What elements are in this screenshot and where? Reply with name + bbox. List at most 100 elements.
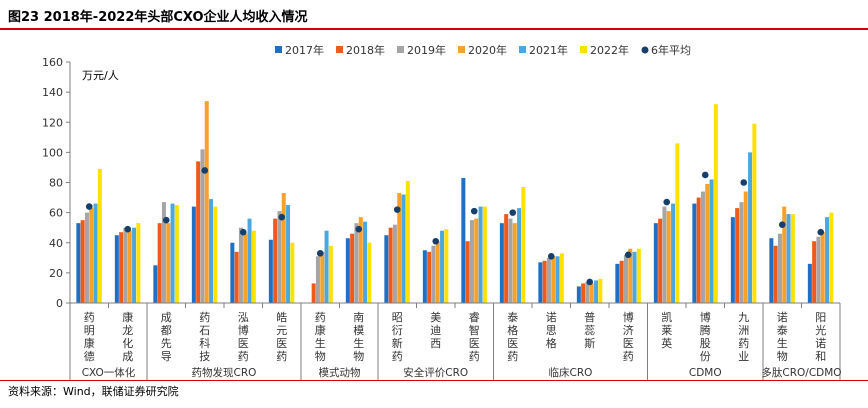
bar — [405, 180, 410, 303]
bar — [538, 262, 543, 303]
bar — [790, 214, 795, 303]
bar — [735, 208, 740, 303]
bar — [273, 218, 278, 303]
bar — [551, 256, 556, 303]
bar — [812, 241, 817, 303]
bar — [782, 206, 787, 303]
bar — [281, 193, 286, 303]
y-tick-label: 100 — [42, 146, 63, 159]
bar — [499, 223, 504, 303]
bar — [422, 250, 427, 303]
bar — [324, 230, 329, 303]
bar — [508, 218, 513, 303]
bar — [829, 212, 834, 303]
legend-label-1: 2018年 — [346, 43, 385, 57]
source-divider — [0, 380, 868, 381]
bar — [696, 197, 701, 303]
legend-label-2: 2019年 — [407, 43, 446, 57]
bar-chart: 2017年 2018年 2019年 2020年 2021年 2022年 6年平均 万元/人 … — [42, 43, 842, 380]
x-group-label: CXO一体化 — [82, 366, 136, 379]
average-dot — [778, 221, 786, 228]
average-dot — [701, 171, 709, 179]
x-category-label: 博腾股份 — [700, 311, 711, 363]
bar — [157, 223, 162, 303]
bar — [290, 242, 295, 303]
bar — [286, 205, 291, 303]
bar — [517, 208, 522, 303]
bar — [119, 232, 124, 303]
bar — [512, 223, 517, 303]
bar — [354, 223, 359, 303]
bar — [730, 217, 735, 303]
bar — [675, 143, 680, 303]
bar — [576, 286, 581, 303]
bar — [653, 223, 658, 303]
bar — [465, 241, 470, 303]
bar — [166, 223, 171, 303]
x-category-label: 药明康德 — [84, 311, 95, 363]
legend-label-3: 2020年 — [468, 43, 507, 57]
bar — [204, 101, 209, 303]
bar — [234, 251, 239, 303]
bar — [816, 236, 821, 303]
legend-label-4: 2021年 — [529, 43, 568, 57]
bar — [196, 161, 201, 303]
bar — [444, 229, 449, 303]
bar — [743, 191, 748, 303]
y-tick-label: 80 — [49, 177, 63, 190]
y-tick-label: 160 — [42, 56, 63, 69]
bar — [431, 245, 436, 303]
bar — [247, 218, 252, 303]
bar — [671, 203, 676, 303]
average-dot — [201, 167, 209, 174]
legend-label-0: 2017年 — [285, 43, 324, 57]
bar — [474, 218, 479, 303]
bar — [209, 199, 214, 303]
average-dot — [470, 207, 478, 215]
bar — [825, 217, 830, 303]
bar — [320, 251, 325, 303]
average-dot — [586, 278, 594, 286]
bar — [700, 191, 705, 303]
average-dot — [124, 225, 132, 233]
x-category-label: 泓博医药 — [238, 310, 249, 363]
bar — [440, 230, 445, 303]
x-category-label: 博济医药 — [623, 311, 634, 363]
bar — [397, 193, 402, 303]
y-tick-label: 120 — [42, 116, 63, 129]
bar — [153, 265, 158, 303]
bar — [161, 202, 166, 303]
x-group-label: 药物发现CRO — [192, 366, 257, 379]
x-category-label: 美迪西 — [430, 311, 441, 350]
bar — [777, 233, 782, 303]
y-tick-label: 0 — [56, 297, 63, 310]
bar — [482, 206, 487, 303]
bar — [76, 223, 81, 303]
bar — [773, 245, 778, 303]
source-note: 资料来源：Wind，联储证券研究院 — [8, 385, 179, 398]
bar — [619, 260, 624, 303]
bar — [191, 206, 196, 303]
bar — [636, 248, 641, 303]
y-tick-label: 140 — [42, 86, 63, 99]
bar — [666, 211, 671, 303]
bar — [315, 256, 320, 303]
title-divider — [0, 28, 868, 30]
bar — [623, 254, 628, 303]
bar — [363, 221, 368, 303]
x-axis — [69, 302, 841, 380]
bar — [230, 242, 235, 303]
x-category-label: 药康生物 — [315, 311, 326, 363]
bar — [786, 214, 791, 303]
x-group-label: CDMO — [689, 367, 722, 379]
bar — [123, 227, 128, 303]
average-dot — [509, 209, 517, 216]
y-tick-label: 40 — [49, 237, 63, 250]
average-dot — [278, 213, 286, 221]
bar — [350, 233, 355, 303]
bar — [752, 123, 757, 303]
average-markers — [85, 167, 825, 286]
bar — [384, 235, 389, 303]
x-category-label: 九洲药业 — [738, 311, 749, 363]
legend-swatch-2 — [397, 46, 404, 53]
